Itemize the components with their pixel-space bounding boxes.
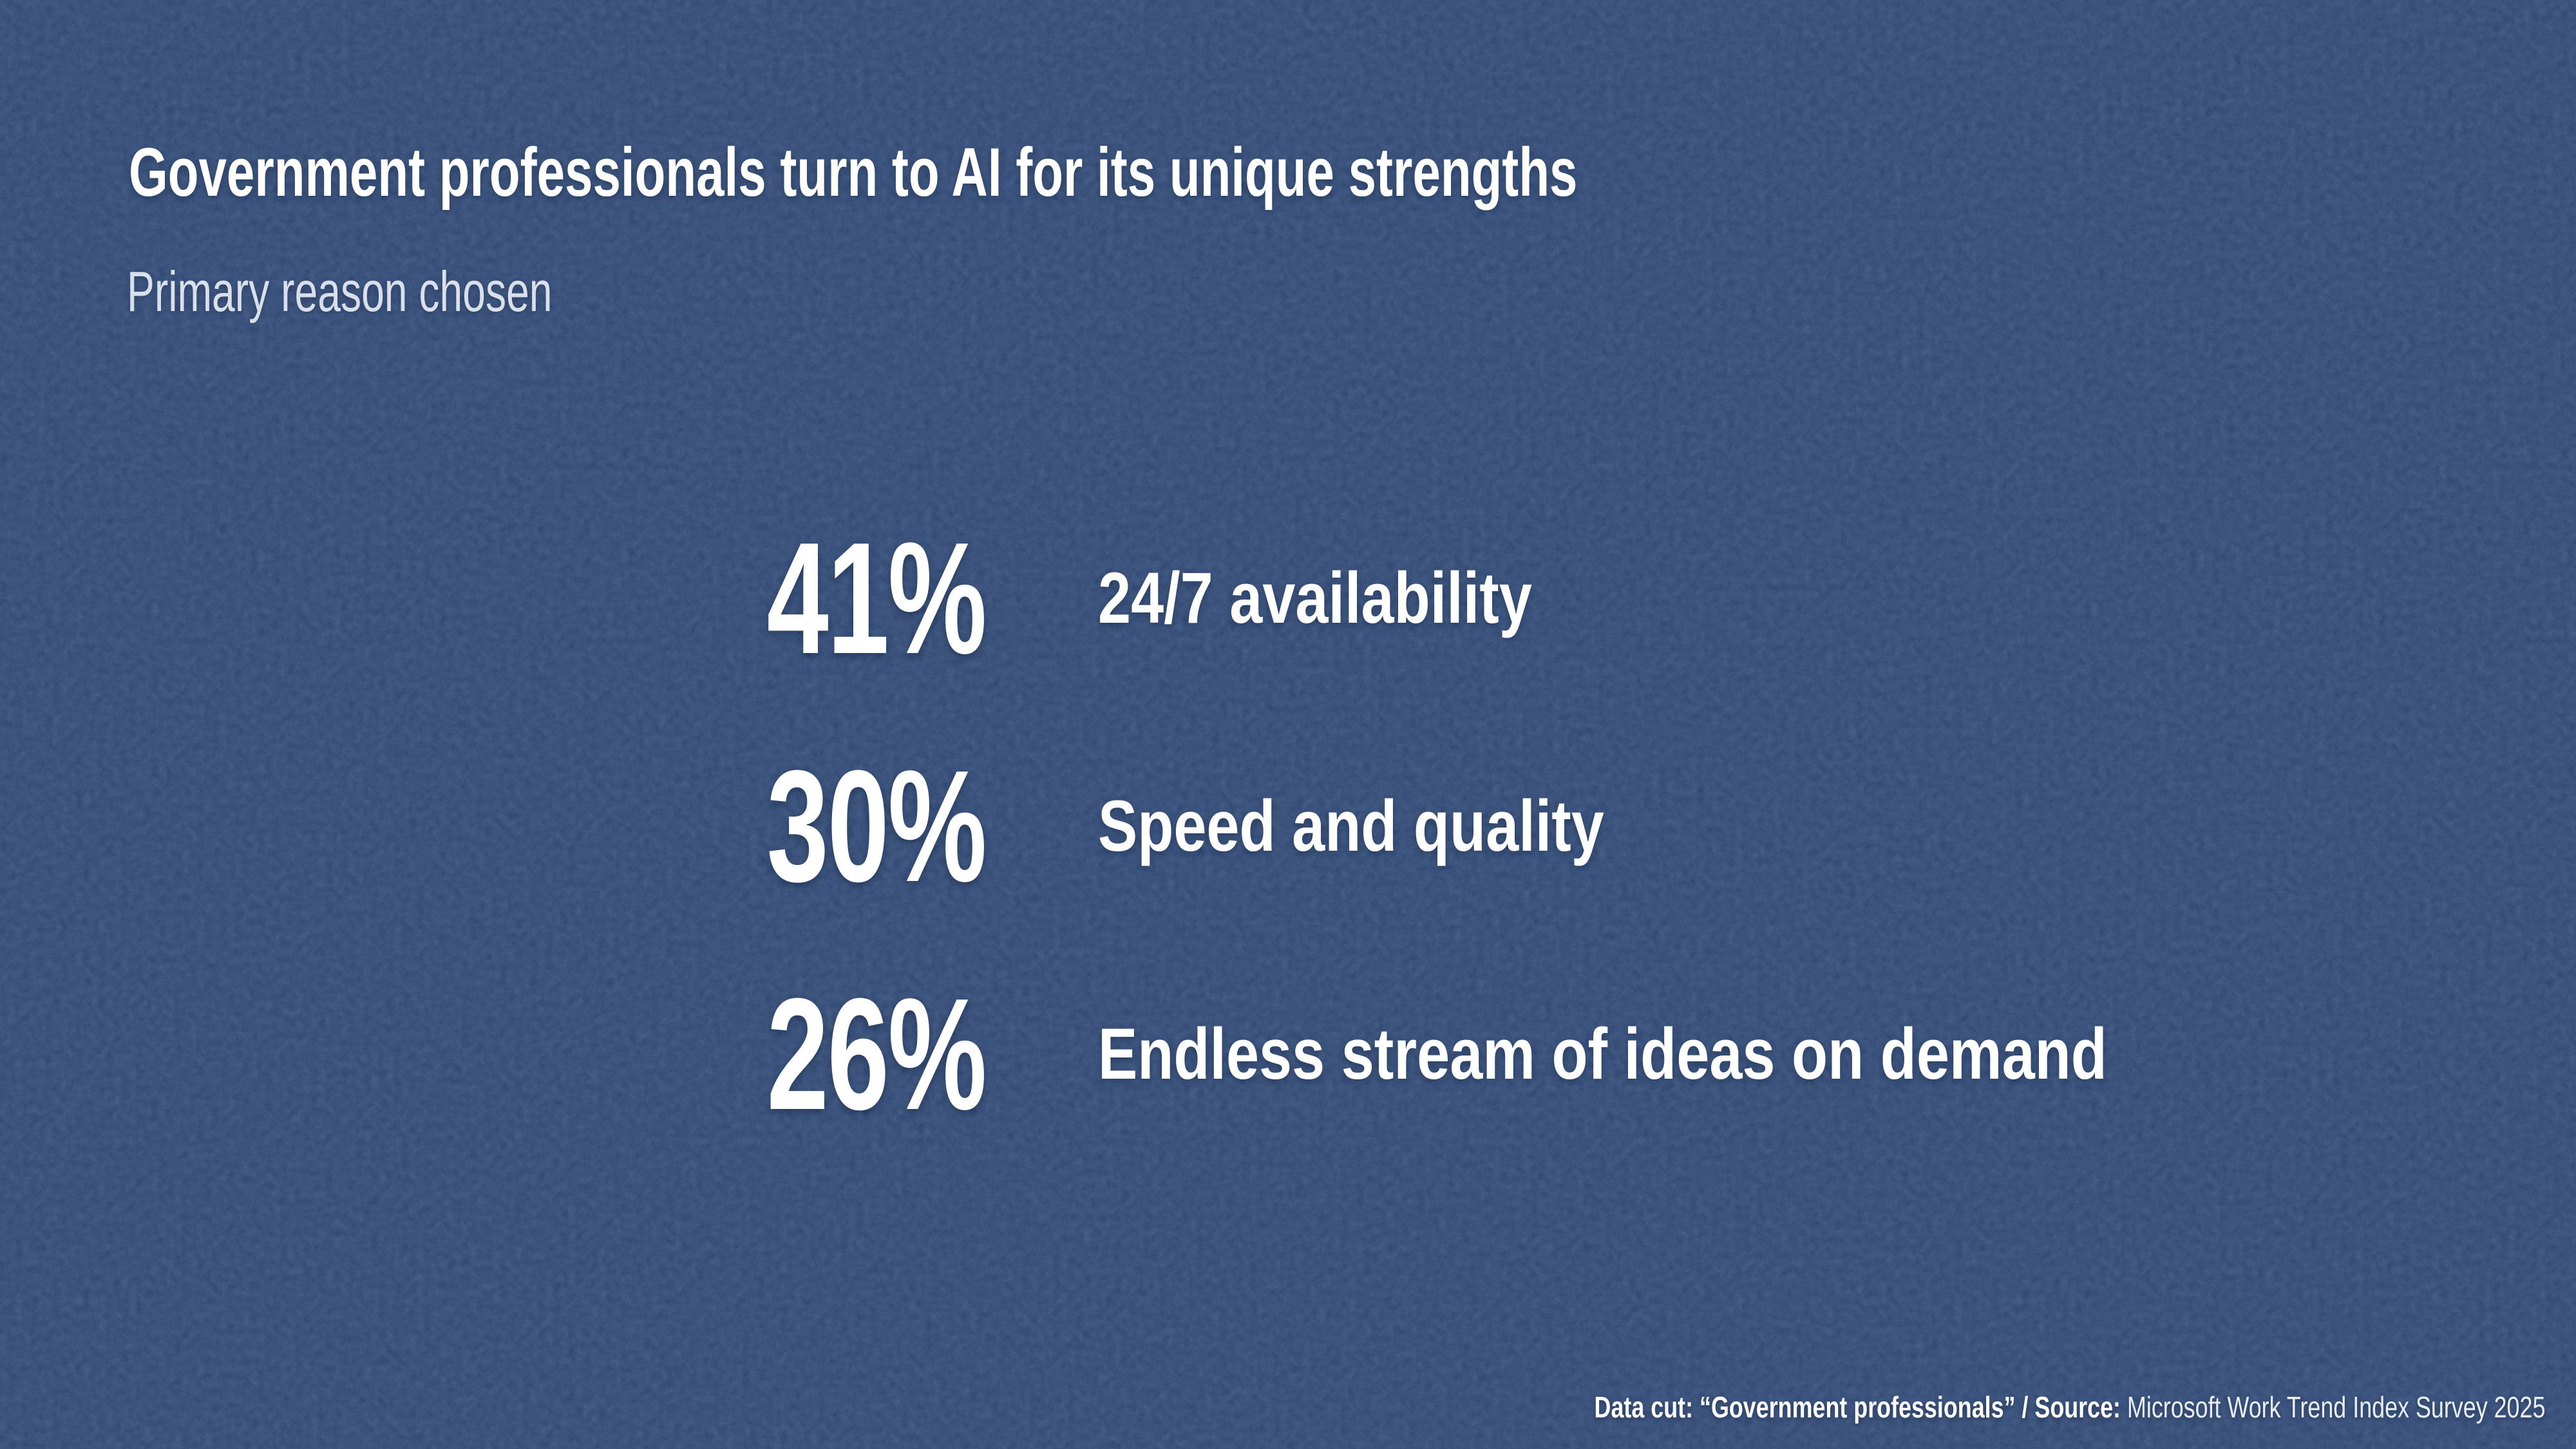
stat-value: 41% xyxy=(766,509,987,687)
source-footnote-source: Microsoft Work Trend Index Survey 2025 xyxy=(2120,1390,2545,1424)
source-footnote: Data cut: “Government professionals” / S… xyxy=(1594,1392,2545,1422)
stat-value: 26% xyxy=(766,965,987,1143)
stat-row-ideas: 26% Endless stream of ideas on demand xyxy=(0,971,2576,1138)
page-title: Government professionals turn to AI for … xyxy=(129,133,1578,211)
stat-value-container: 30% xyxy=(0,737,987,915)
page-subtitle: Primary reason chosen xyxy=(127,260,553,323)
source-footnote-datacut: Data cut: “Government professionals” / S… xyxy=(1594,1390,2121,1424)
stat-value: 30% xyxy=(766,737,987,915)
stat-row-availability: 41% 24/7 availability xyxy=(0,515,2576,682)
stat-value-container: 26% xyxy=(0,965,987,1143)
stat-label: Speed and quality xyxy=(1098,786,1604,866)
stat-label-container: Endless stream of ideas on demand xyxy=(1098,971,2329,1138)
stat-label-container: 24/7 availability xyxy=(1098,515,1627,682)
stat-label: Endless stream of ideas on demand xyxy=(1098,1014,2107,1094)
stat-row-speed-quality: 30% Speed and quality xyxy=(0,743,2576,910)
stat-label: 24/7 availability xyxy=(1098,558,1532,638)
stat-value-container: 41% xyxy=(0,509,987,687)
stat-label-container: Speed and quality xyxy=(1098,743,1715,910)
